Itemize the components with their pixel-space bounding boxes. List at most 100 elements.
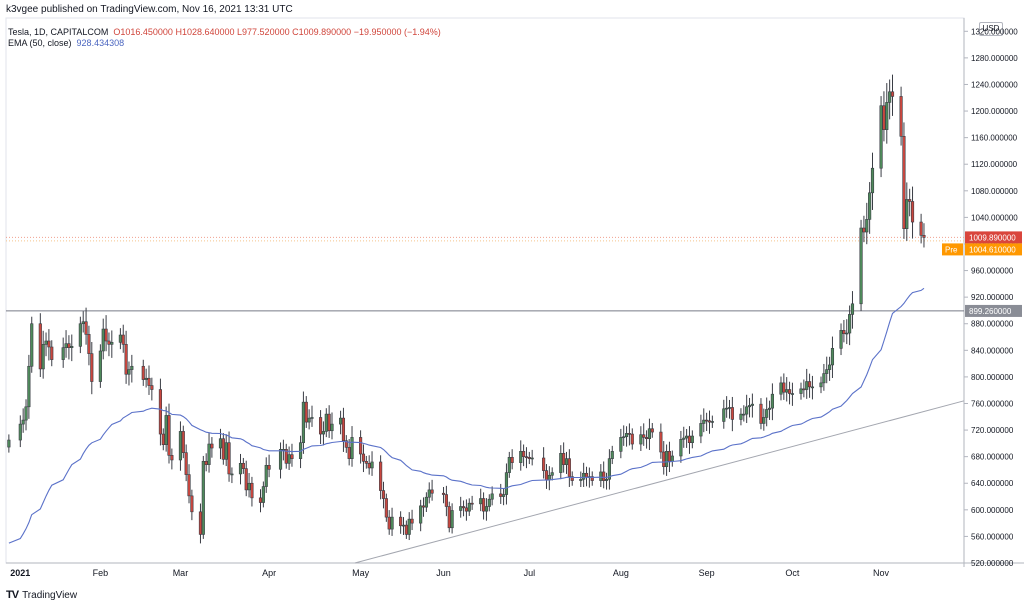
candle-body (590, 476, 594, 481)
candle-body (359, 437, 363, 455)
candle-body (227, 442, 231, 475)
candle-body (144, 377, 148, 380)
high-value: H1028.640000 (175, 27, 235, 37)
candle-body (238, 463, 243, 475)
ema-legend: EMA (50, close) 928.434308 (8, 38, 124, 48)
candle-body (662, 451, 666, 467)
candle-body (301, 401, 305, 444)
candle-body (882, 105, 886, 130)
x-tick-label: Aug (613, 568, 629, 578)
candle-body (459, 506, 463, 511)
candle-body (361, 453, 366, 462)
candle-body (90, 353, 94, 382)
footer-branding: TV TradingView (6, 589, 77, 601)
candle-body (630, 433, 634, 445)
candle-body (644, 437, 649, 440)
candle-body (404, 524, 408, 535)
candle-body (444, 494, 448, 507)
y-tick-label: 1200.000000 (971, 107, 1018, 116)
candle-body (899, 96, 903, 137)
candle-body (50, 346, 54, 360)
candle-body (247, 482, 251, 491)
candle-body (825, 369, 829, 374)
candle-body (164, 415, 168, 445)
candle-body (865, 219, 869, 233)
currency-button[interactable]: USD (979, 22, 1003, 36)
candle-body (207, 443, 211, 465)
candle-body (910, 201, 915, 223)
candle-body (387, 516, 391, 530)
candle-body (862, 227, 866, 233)
x-tick-label: Mar (173, 568, 189, 578)
candle-body (710, 421, 714, 423)
candle-body (379, 461, 383, 491)
candle-body (399, 516, 403, 527)
candle-body (30, 323, 34, 367)
candle-body (344, 440, 348, 448)
candle-body (767, 407, 772, 410)
candle-body (799, 388, 803, 394)
candle-body (679, 439, 683, 457)
candle-body (802, 388, 806, 391)
candle-body (785, 389, 789, 393)
y-tick-label: 640.000000 (971, 479, 1014, 488)
pre-tag-badge (942, 243, 963, 256)
candle-body (310, 417, 314, 419)
candle-body (430, 489, 434, 494)
candle-body (845, 332, 849, 335)
candle-body (278, 449, 283, 470)
candle-body (121, 334, 125, 345)
candle-body (522, 451, 526, 457)
candle-body (18, 423, 22, 441)
candle-body (307, 417, 311, 423)
candle-body (419, 505, 423, 524)
candle-body (304, 401, 308, 423)
y-tick-label: 1320.000000 (971, 27, 1018, 36)
candle-body (665, 451, 669, 467)
candle-body (762, 417, 766, 424)
candle-body (324, 413, 328, 432)
candle-body (599, 471, 603, 481)
candle-body (250, 482, 254, 499)
candle-body (810, 386, 815, 389)
candle-body (24, 406, 28, 421)
candle-body (687, 435, 692, 444)
candle-body (161, 433, 165, 445)
candle-body (98, 350, 102, 382)
pre-price-tag (965, 243, 1022, 256)
y-tick-label: 920.000000 (971, 293, 1014, 302)
candle-body (198, 511, 203, 535)
candle-body (705, 419, 709, 422)
candle-body (507, 457, 511, 473)
candle-body (167, 415, 171, 456)
candle-body (124, 344, 128, 375)
candle-body (659, 431, 663, 453)
candle-body (902, 136, 906, 229)
candle-body (87, 334, 91, 354)
x-tick-label: Jul (524, 568, 536, 578)
candle-body (742, 413, 746, 416)
candle-body (610, 451, 614, 459)
trendline (354, 400, 965, 564)
candle-body (150, 385, 154, 390)
candle-body (759, 403, 763, 424)
candle-body (187, 474, 191, 497)
candle-body (327, 413, 331, 432)
candle-body (859, 227, 863, 305)
candle-body (602, 471, 606, 481)
candle-body (524, 456, 529, 458)
candle-body (667, 451, 672, 462)
candle-body (787, 389, 792, 394)
candle-body (464, 507, 468, 512)
candle-body (765, 409, 769, 418)
candle-body (61, 347, 65, 360)
candle-body (479, 498, 483, 505)
candle-body (888, 91, 892, 103)
candle-body (530, 457, 534, 460)
x-tick-label: Nov (873, 568, 890, 578)
ema-value: 928.434308 (76, 38, 125, 48)
candle-body (370, 461, 374, 469)
candle-body (504, 472, 509, 495)
candle-body (502, 494, 506, 497)
